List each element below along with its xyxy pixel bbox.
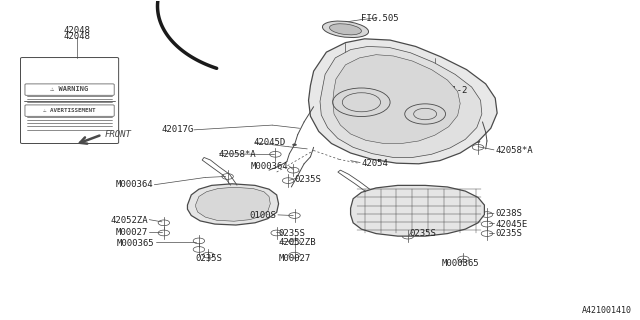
Text: 0238S: 0238S: [495, 209, 522, 219]
Text: 42045E: 42045E: [495, 220, 527, 228]
Text: M000364: M000364: [115, 180, 153, 189]
Polygon shape: [320, 46, 482, 157]
Text: 42054: 42054: [362, 159, 388, 168]
Text: FIG.505: FIG.505: [362, 14, 399, 23]
Polygon shape: [333, 55, 460, 143]
Text: A421001410: A421001410: [582, 306, 632, 315]
Polygon shape: [351, 185, 484, 236]
Text: 42045D: 42045D: [253, 138, 285, 147]
Ellipse shape: [323, 21, 369, 37]
Text: M000364: M000364: [250, 162, 288, 171]
Polygon shape: [196, 187, 270, 221]
Text: 42058*A: 42058*A: [218, 150, 255, 159]
Text: 42052ZA: 42052ZA: [110, 216, 148, 225]
Text: M00027: M00027: [116, 228, 148, 237]
Ellipse shape: [330, 24, 362, 35]
Text: 42017G: 42017G: [161, 125, 194, 134]
FancyBboxPatch shape: [25, 84, 114, 95]
Text: 42017G: 42017G: [419, 114, 451, 123]
Polygon shape: [188, 184, 278, 225]
FancyBboxPatch shape: [20, 58, 118, 143]
Text: FIG.421-2: FIG.421-2: [419, 86, 467, 95]
Text: 42058*A: 42058*A: [495, 146, 533, 155]
Text: M00027: M00027: [278, 254, 310, 263]
Text: 0235S: 0235S: [195, 254, 222, 263]
Text: 0235S: 0235S: [278, 229, 305, 238]
Text: ⚠ WARNING: ⚠ WARNING: [51, 86, 89, 92]
Text: 42048: 42048: [63, 26, 90, 35]
Circle shape: [292, 144, 296, 146]
Text: 0100S: 0100S: [250, 211, 276, 220]
Text: 0235S: 0235S: [294, 174, 321, 184]
Circle shape: [476, 141, 480, 142]
Polygon shape: [308, 39, 497, 164]
Text: 42048: 42048: [63, 32, 90, 41]
Text: 42052ZB: 42052ZB: [278, 238, 316, 247]
FancyBboxPatch shape: [25, 105, 114, 116]
Text: M000365: M000365: [442, 259, 479, 268]
Text: M000365: M000365: [116, 239, 154, 248]
Text: 0235S: 0235S: [409, 229, 436, 238]
Text: ⚠ AVERTISSEMENT: ⚠ AVERTISSEMENT: [44, 108, 96, 113]
Text: FRONT: FRONT: [104, 130, 131, 139]
Text: 0235S: 0235S: [495, 229, 522, 238]
